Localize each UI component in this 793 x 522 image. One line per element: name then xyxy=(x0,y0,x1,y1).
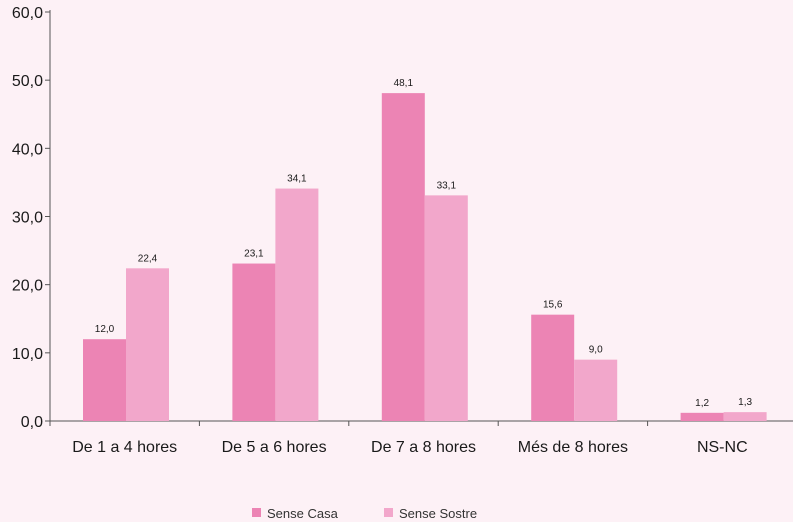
y-tick-label: 40,0 xyxy=(12,141,43,158)
data-label: 1,3 xyxy=(738,397,752,408)
y-tick-label: 10,0 xyxy=(12,346,43,363)
x-tick-label: NS-NC xyxy=(697,439,748,456)
x-tick-label: De 1 a 4 hores xyxy=(72,439,177,456)
chart-bars xyxy=(83,93,767,421)
bar xyxy=(531,314,575,421)
legend-label: Sense Casa xyxy=(267,506,339,521)
data-label: 33,1 xyxy=(437,180,457,191)
x-tick-label: De 7 a 8 hores xyxy=(371,439,476,456)
legend-swatch xyxy=(252,508,261,517)
chart-data-labels: 12,0 23,1 48,1 15,6 1,2 22,4 34,1 33,1 9,0 1,3 xyxy=(95,78,753,409)
bar xyxy=(723,412,767,421)
bar xyxy=(275,188,319,421)
x-tick-label: Més de 8 hores xyxy=(518,439,628,456)
legend-swatch xyxy=(384,508,393,517)
bar xyxy=(126,268,169,421)
data-label: 23,1 xyxy=(244,249,264,260)
chart-legend: Sense Casa Sense Sostre xyxy=(252,506,477,521)
y-tick-label: 0,0 xyxy=(21,414,43,431)
y-tick-label: 50,0 xyxy=(12,73,43,90)
bar xyxy=(83,339,126,421)
y-tick-label: 30,0 xyxy=(12,210,43,227)
data-label: 1,2 xyxy=(695,398,709,409)
y-tick-label: 20,0 xyxy=(12,278,43,295)
chart-axes: 0,0 10,0 20,0 30,0 40,0 50,0 60,0 De 1 a 4 hore… xyxy=(12,5,793,456)
y-tick-label: 60,0 xyxy=(12,5,43,22)
bar xyxy=(232,263,276,421)
data-label: 48,1 xyxy=(394,78,414,89)
bar xyxy=(680,412,724,421)
bar xyxy=(381,93,425,421)
x-tick-label: De 5 a 6 hores xyxy=(222,439,327,456)
data-label: 34,1 xyxy=(287,174,307,185)
data-label: 15,6 xyxy=(543,300,563,311)
bar xyxy=(574,359,618,421)
data-label: 9,0 xyxy=(589,345,603,356)
bar xyxy=(424,195,468,421)
legend-label: Sense Sostre xyxy=(399,506,477,521)
data-label: 12,0 xyxy=(95,324,115,335)
data-label: 22,4 xyxy=(138,253,158,264)
